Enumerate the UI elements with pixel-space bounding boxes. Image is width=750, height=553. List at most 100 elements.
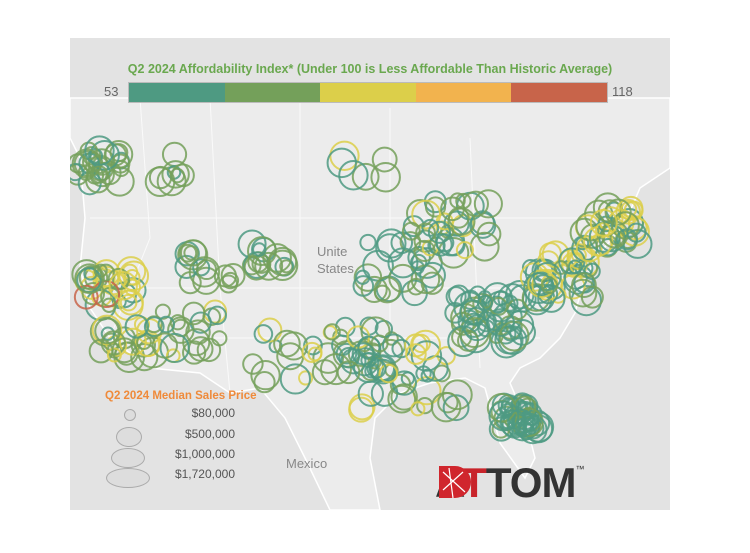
- metro-circle[interactable]: [169, 314, 186, 331]
- metro-circle[interactable]: [161, 160, 190, 189]
- metro-circle[interactable]: [181, 301, 206, 326]
- metro-circle[interactable]: [360, 316, 391, 347]
- metro-circle[interactable]: [253, 371, 276, 394]
- metro-circle[interactable]: [445, 286, 467, 308]
- metro-circle[interactable]: [183, 245, 199, 261]
- metro-circle[interactable]: [595, 222, 611, 239]
- metro-circle[interactable]: [220, 262, 246, 288]
- metro-circle[interactable]: [430, 391, 462, 423]
- metro-circle[interactable]: [410, 329, 442, 361]
- metro-circle[interactable]: [518, 414, 548, 445]
- metro-circle[interactable]: [501, 294, 519, 312]
- metro-circle[interactable]: [111, 337, 138, 364]
- metro-circle[interactable]: [207, 305, 227, 326]
- metro-circle[interactable]: [279, 363, 312, 395]
- metro-circle[interactable]: [196, 337, 222, 363]
- metro-circle[interactable]: [407, 277, 425, 296]
- metro-circle[interactable]: [311, 359, 338, 386]
- metro-circle[interactable]: [391, 370, 417, 396]
- metro-circle[interactable]: [124, 314, 150, 339]
- metro-circle[interactable]: [373, 276, 401, 304]
- metro-circle[interactable]: [626, 222, 647, 243]
- metro-circle[interactable]: [459, 299, 486, 326]
- metro-circle[interactable]: [376, 228, 407, 259]
- metro-circle[interactable]: [319, 353, 352, 386]
- metro-circle[interactable]: [257, 317, 283, 343]
- metro-circle[interactable]: [359, 233, 377, 252]
- us-map[interactable]: Q2 2024 Affordability Index* (Under 100 …: [70, 38, 670, 510]
- metro-circle[interactable]: [87, 148, 104, 164]
- metro-circle[interactable]: [442, 394, 470, 422]
- metro-circle[interactable]: [499, 409, 527, 437]
- metro-circle[interactable]: [437, 237, 470, 269]
- metro-circle[interactable]: [151, 332, 178, 359]
- metro-circle[interactable]: [401, 221, 421, 241]
- metro-circle[interactable]: [267, 246, 298, 277]
- metro-circle[interactable]: [351, 162, 380, 191]
- metro-circle[interactable]: [527, 269, 557, 298]
- metro-circle[interactable]: [532, 262, 562, 292]
- metro-circle[interactable]: [348, 396, 375, 423]
- metro-circle[interactable]: [278, 331, 309, 361]
- metro-circle[interactable]: [185, 319, 211, 345]
- metro-circle[interactable]: [101, 297, 117, 313]
- metro-circle[interactable]: [253, 324, 274, 344]
- metro-circle[interactable]: [357, 335, 381, 359]
- metro-circle[interactable]: [615, 198, 642, 225]
- metro-circle[interactable]: [492, 290, 509, 307]
- metro-circle[interactable]: [427, 220, 452, 244]
- metro-circle[interactable]: [130, 343, 159, 372]
- metro-circle[interactable]: [370, 334, 389, 353]
- metro-circle[interactable]: [108, 271, 138, 301]
- metro-circle[interactable]: [378, 363, 399, 384]
- metro-circle[interactable]: [540, 277, 558, 295]
- metro-circle[interactable]: [441, 379, 473, 411]
- metro-circle[interactable]: [405, 343, 427, 365]
- metro-circle[interactable]: [254, 251, 284, 281]
- metro-circle[interactable]: [250, 360, 281, 391]
- metro-circle[interactable]: [413, 239, 436, 263]
- metro-circle[interactable]: [409, 253, 428, 272]
- metro-circle[interactable]: [77, 164, 95, 181]
- metro-circle[interactable]: [242, 353, 264, 375]
- metro-circle[interactable]: [338, 160, 369, 191]
- metro-circle[interactable]: [273, 329, 301, 358]
- metro-circle[interactable]: [157, 315, 176, 334]
- metro-circle[interactable]: [196, 259, 218, 281]
- metro-circle[interactable]: [74, 263, 105, 295]
- metro-circle[interactable]: [623, 200, 644, 221]
- metro-circle[interactable]: [390, 383, 418, 411]
- metro-circle[interactable]: [73, 284, 99, 310]
- metro-circle[interactable]: [355, 269, 371, 285]
- metro-circle[interactable]: [366, 358, 387, 379]
- metro-circle[interactable]: [537, 284, 566, 313]
- metro-circle[interactable]: [611, 211, 640, 240]
- metro-circle[interactable]: [326, 147, 357, 179]
- metro-circle[interactable]: [70, 163, 85, 182]
- metro-circle[interactable]: [106, 347, 122, 363]
- metro-circle[interactable]: [575, 211, 606, 242]
- metro-circle[interactable]: [449, 192, 466, 209]
- metro-circle[interactable]: [490, 326, 523, 359]
- metro-circle[interactable]: [604, 198, 632, 226]
- metro-circle[interactable]: [171, 163, 195, 188]
- metro-circle[interactable]: [476, 221, 502, 247]
- metro-circle[interactable]: [387, 384, 417, 414]
- metro-circle[interactable]: [357, 380, 384, 407]
- metro-circle[interactable]: [298, 370, 314, 386]
- metro-circle[interactable]: [420, 368, 435, 383]
- metro-circle[interactable]: [407, 245, 431, 270]
- metro-circle[interactable]: [71, 148, 102, 179]
- metro-circle[interactable]: [419, 261, 446, 289]
- metro-circle[interactable]: [252, 242, 267, 257]
- metro-circle[interactable]: [94, 317, 122, 345]
- metro-circle[interactable]: [424, 196, 447, 218]
- metro-circle[interactable]: [180, 239, 208, 267]
- metro-circle[interactable]: [589, 208, 618, 237]
- metro-circle[interactable]: [81, 281, 106, 306]
- metro-circle[interactable]: [476, 294, 493, 311]
- metro-circle[interactable]: [323, 323, 341, 341]
- metro-circle[interactable]: [469, 231, 500, 262]
- metro-circle[interactable]: [118, 260, 150, 292]
- metro-circle[interactable]: [571, 272, 597, 299]
